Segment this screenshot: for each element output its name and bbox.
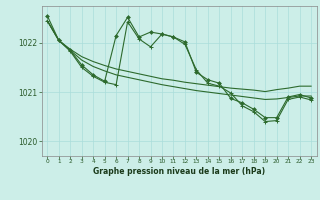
X-axis label: Graphe pression niveau de la mer (hPa): Graphe pression niveau de la mer (hPa) [93,167,265,176]
